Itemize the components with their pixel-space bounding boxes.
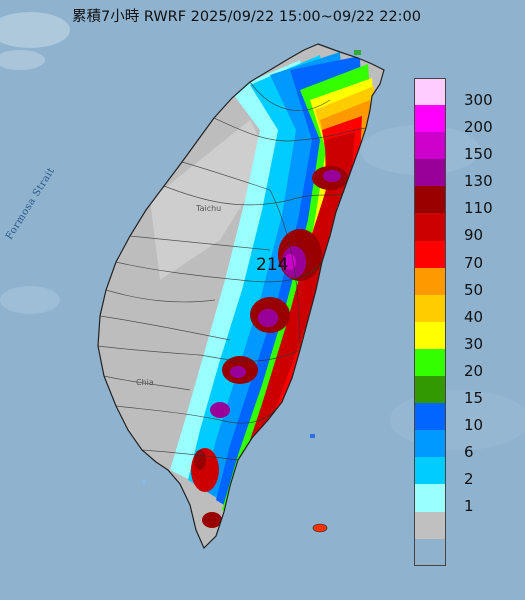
legend-row: [414, 511, 522, 539]
legend-row: 70: [414, 240, 522, 272]
legend-label: 1: [464, 497, 474, 516]
legend-swatch: [414, 403, 446, 431]
legend-swatch: [414, 159, 446, 187]
legend: 300 200 150 130 110 90 70 50 40 30 20 15 10 6 2 1: [414, 78, 522, 539]
legend-row: 300: [414, 78, 522, 109]
green-island: [312, 523, 328, 533]
legend-swatch: [414, 457, 446, 485]
legend-row: 110: [414, 186, 522, 217]
legend-swatch: [414, 78, 446, 106]
legend-label: 150: [464, 145, 493, 164]
county-boundaries: [97, 81, 367, 461]
legend-label: 130: [464, 172, 493, 191]
legend-row: 50: [414, 267, 522, 299]
legend-swatch: [414, 511, 446, 539]
place-label-chiayi: Chia: [136, 378, 154, 387]
legend-row: 90: [414, 213, 522, 244]
legend-swatch: [414, 294, 446, 322]
peak-value-label: 214: [256, 255, 289, 275]
legend-label: 2: [464, 470, 474, 489]
legend-row: 15: [414, 376, 522, 407]
legend-row: 20: [414, 348, 522, 380]
legend-row: 40: [414, 294, 522, 326]
islet-north: [354, 50, 361, 55]
legend-row: 30: [414, 321, 522, 353]
legend-swatch: [414, 348, 446, 377]
legend-row: 6: [414, 430, 522, 461]
legend-row: 130: [414, 159, 522, 190]
legend-label: 10: [464, 416, 484, 435]
legend-swatch: [414, 430, 446, 458]
legend-swatch: [414, 186, 446, 214]
islet: [310, 434, 315, 438]
islet-west: [142, 480, 146, 484]
legend-row: 150: [414, 132, 522, 163]
legend-row: 1: [414, 484, 522, 515]
legend-swatch: [414, 267, 446, 295]
legend-row: 10: [414, 403, 522, 434]
legend-swatch: [414, 213, 446, 241]
legend-swatch: [414, 105, 446, 133]
legend-label: 110: [464, 199, 493, 218]
legend-label: 15: [464, 389, 484, 408]
place-label-taichung: Taichu: [196, 204, 222, 213]
legend-label: 50: [464, 280, 484, 299]
legend-label: 30: [464, 334, 484, 353]
legend-swatch: [414, 321, 446, 349]
legend-label: 90: [464, 226, 484, 245]
legend-label: 300: [464, 91, 493, 109]
legend-swatch: [414, 376, 446, 404]
legend-row: 2: [414, 457, 522, 488]
legend-swatch: [414, 240, 446, 268]
legend-label: 70: [464, 253, 484, 272]
legend-swatch: [414, 484, 446, 512]
legend-label: 20: [464, 361, 484, 380]
legend-swatch: [414, 132, 446, 160]
legend-label: 6: [464, 443, 474, 462]
legend-row: 200: [414, 105, 522, 136]
map-title: 累積7小時 RWRF 2025/09/22 15:00~09/22 22:00: [72, 9, 421, 25]
legend-label: 40: [464, 307, 484, 326]
legend-label: 200: [464, 118, 493, 137]
